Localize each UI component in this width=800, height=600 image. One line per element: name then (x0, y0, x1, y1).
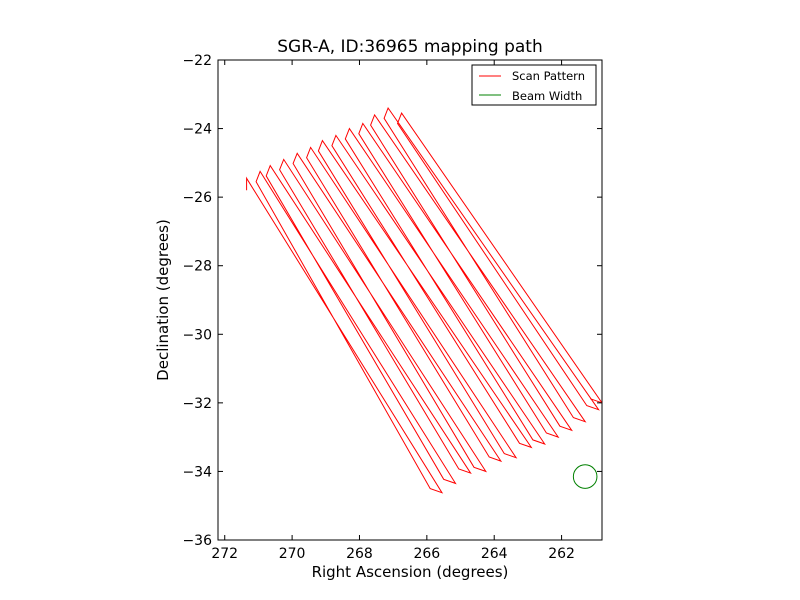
y-tick-label: −22 (182, 53, 212, 69)
ticks-layer: 272 270 268 266 264 262 −22 −24 −26 −28 −30 −32 −34 −… (182, 53, 602, 562)
x-tick-label: 272 (211, 546, 238, 562)
x-tick-label: 268 (346, 546, 373, 562)
beam-width-circle (572, 464, 598, 489)
y-tick-label: −24 (182, 122, 212, 138)
y-tick-label: −34 (182, 464, 212, 480)
legend-box (471, 64, 597, 106)
x-tick-label: 262 (548, 546, 575, 562)
series-layer (246, 106, 602, 494)
plot-area: 272 270 268 266 264 262 −22 −24 −26 −28 −30 −32 −34 −… (182, 53, 603, 562)
y-axis-label: Declination (degrees) (154, 219, 172, 381)
y-tick-label: −32 (182, 396, 212, 412)
x-tick-label: 270 (279, 546, 306, 562)
y-tick-label: −30 (182, 327, 212, 343)
y-tick-label: −36 (182, 533, 212, 549)
legend-label-scan-pattern: Scan Pattern (512, 69, 585, 83)
x-tick-label: 266 (413, 546, 440, 562)
x-axis-label: Right Ascension (degrees) (312, 563, 509, 581)
scan-pattern-line (246, 106, 602, 494)
x-tick-label: 264 (481, 546, 508, 562)
legend: Scan Pattern Beam Width (471, 64, 597, 106)
chart-title: SGR-A, ID:36965 mapping path (277, 37, 543, 57)
plot-frame (217, 59, 603, 541)
y-tick-label: −26 (182, 190, 212, 206)
legend-label-beam-width: Beam Width (512, 89, 582, 103)
y-tick-label: −28 (182, 259, 212, 275)
